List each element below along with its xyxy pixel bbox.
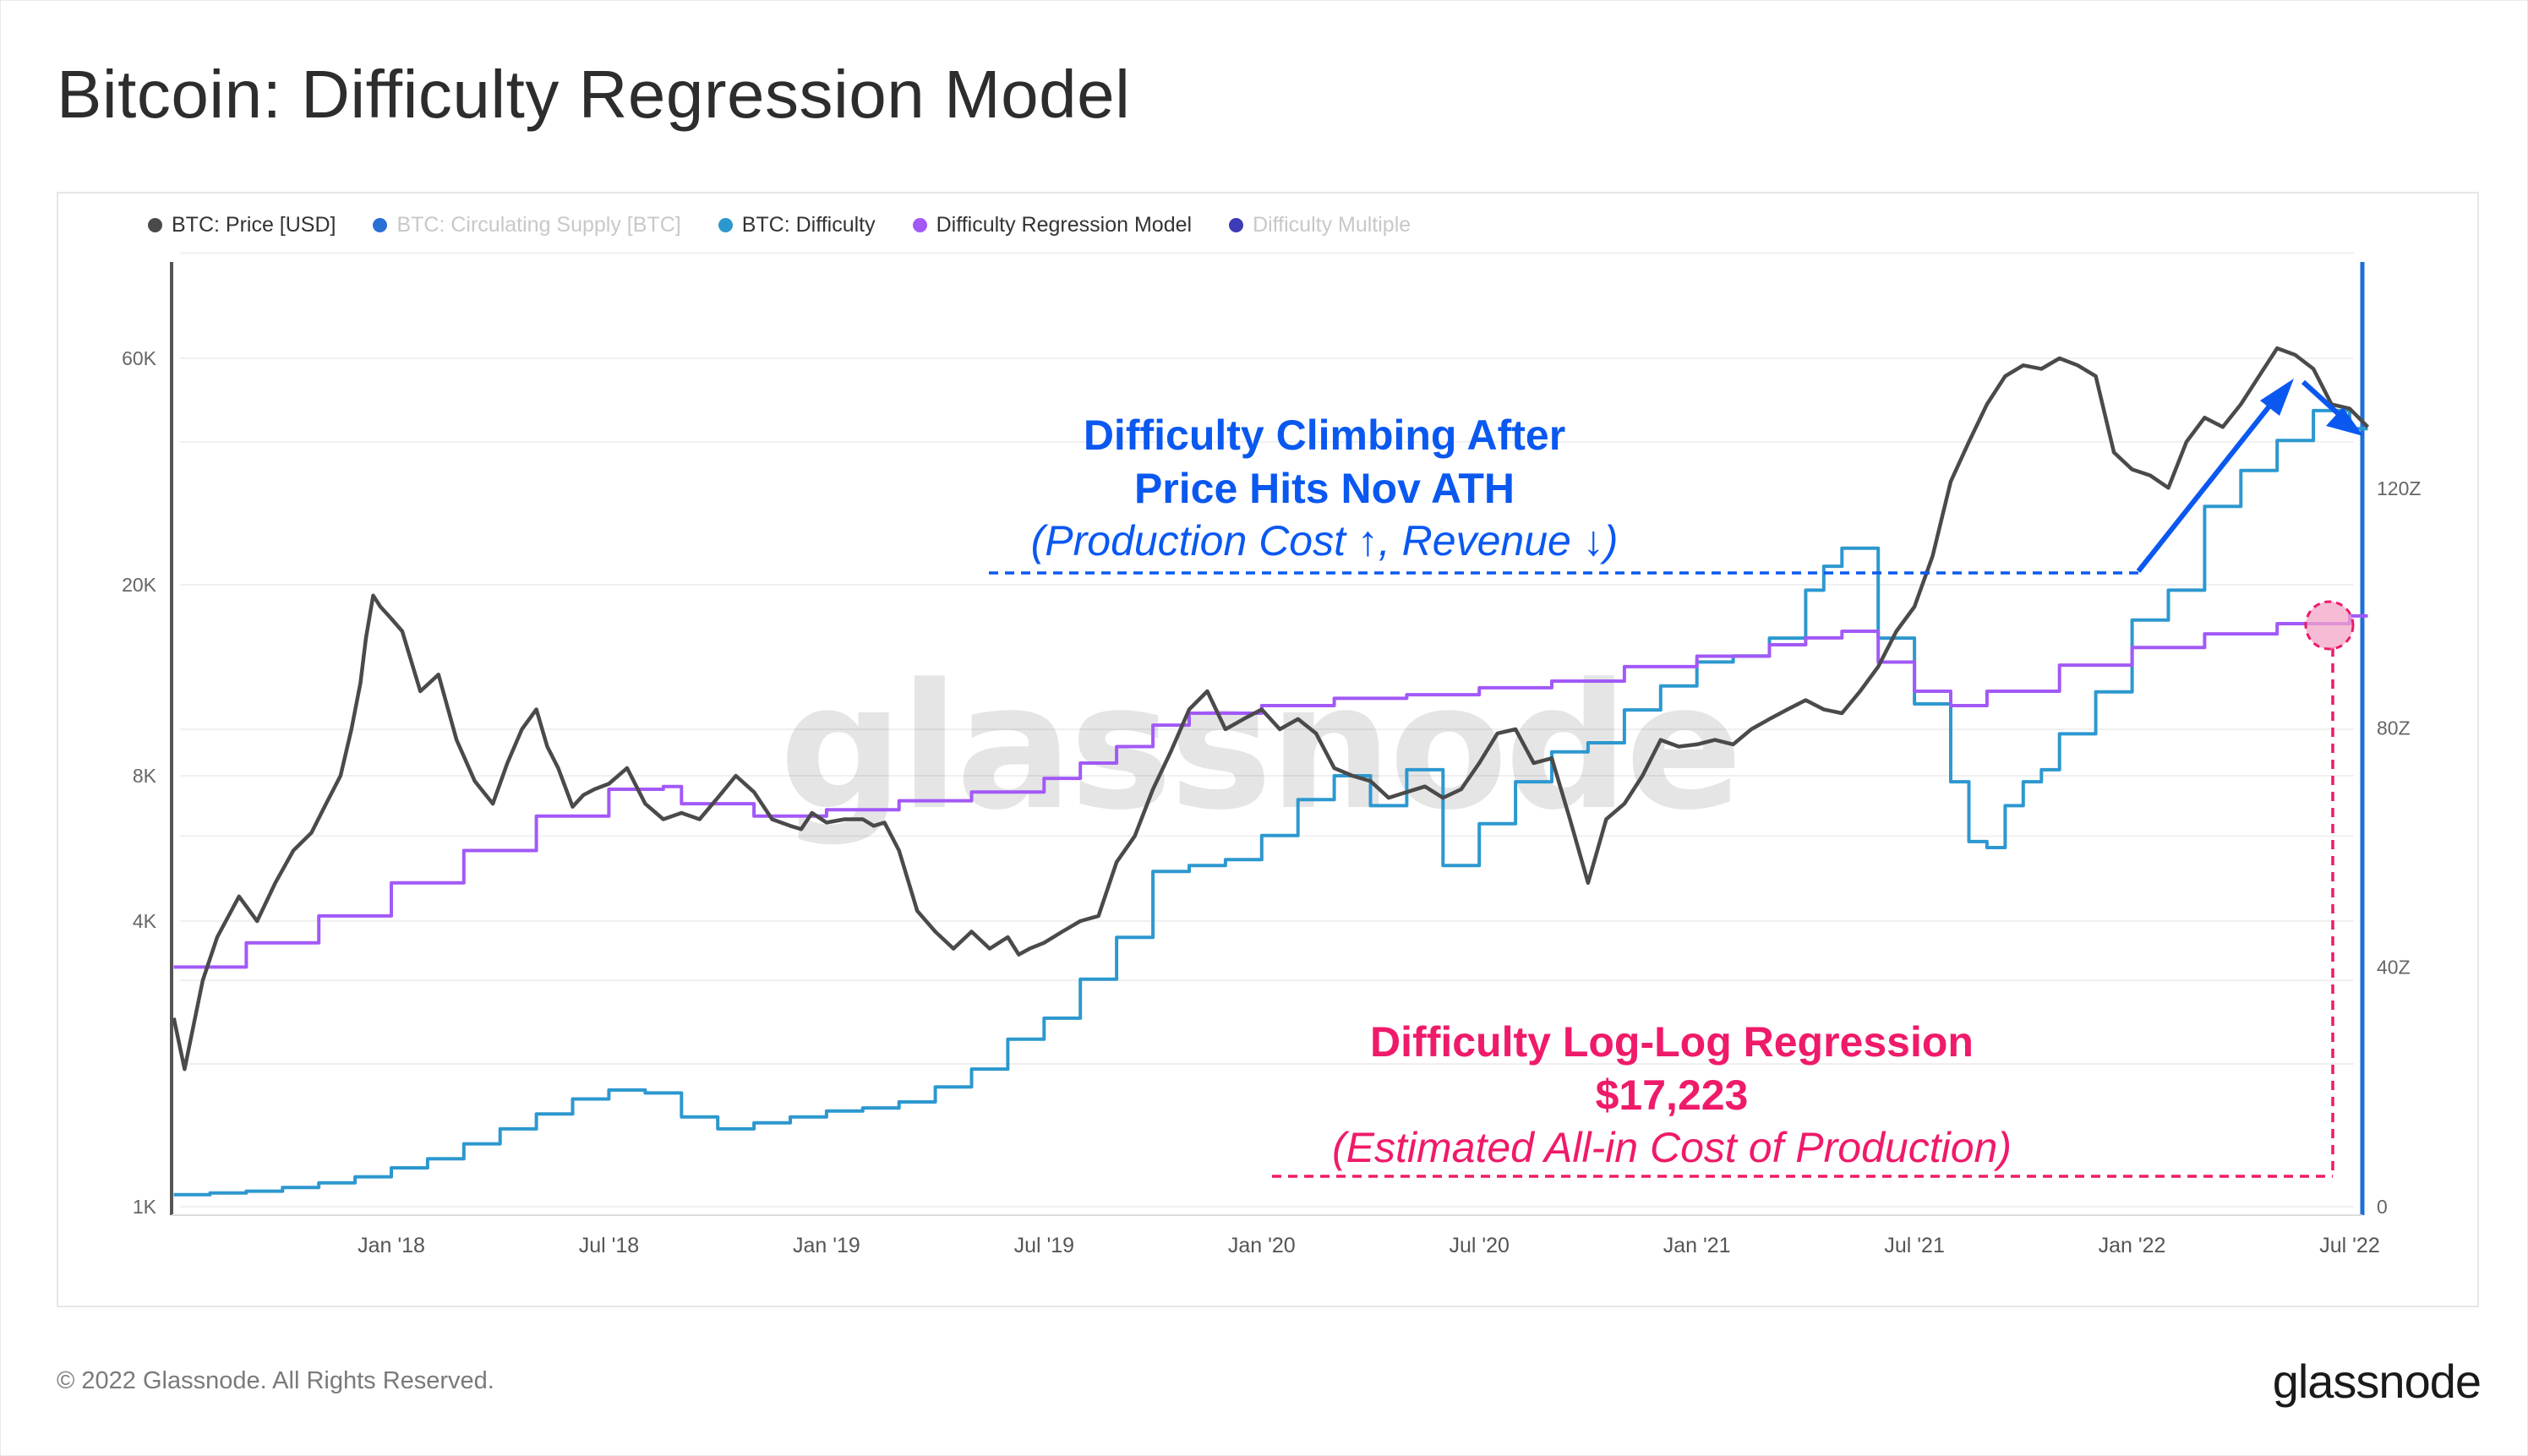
x-tick-label: Jan '19: [793, 1234, 860, 1257]
glassnode-logo[interactable]: glassnode: [2272, 1355, 2482, 1408]
red-annotation-title-1: Difficulty Log-Log Regression: [1370, 1018, 1974, 1066]
blue-annotation-subtitle: (Production Cost ↑, Revenue ↓): [1031, 517, 1619, 564]
watermark: glassnode: [779, 647, 1739, 848]
legend-label: BTC: Price [USD]: [172, 213, 336, 237]
legend-item-difficulty[interactable]: BTC: Difficulty: [718, 213, 876, 237]
legend-item-regression[interactable]: Difficulty Regression Model: [912, 213, 1193, 237]
price-series-line: [172, 346, 2370, 1072]
legend-item-multiple[interactable]: Difficulty Multiple: [1229, 213, 1411, 237]
x-tick-label: Jan '20: [1228, 1234, 1296, 1257]
blue-up-arrowhead-icon: [2260, 379, 2294, 416]
legend-label: BTC: Difficulty: [741, 213, 876, 237]
right-axis-labels: 0 40Z 80Z 120Z: [2377, 477, 2421, 1218]
x-tick-label: Jul '22: [2319, 1234, 2379, 1257]
blue-annotation-title-2: Price Hits Nov ATH: [1134, 465, 1515, 512]
legend-label: Difficulty Multiple: [1253, 213, 1411, 237]
x-tick-label: Jan '21: [1663, 1234, 1731, 1257]
legend-regression-dot-icon: [912, 218, 927, 232]
legend-item-price[interactable]: BTC: Price [USD]: [148, 213, 336, 237]
x-tick-label: Jul '18: [579, 1234, 639, 1257]
x-tick-label: Jul '21: [1884, 1234, 1944, 1257]
regression-series-line: [173, 613, 2368, 969]
x-tick-label: Jan '22: [2099, 1234, 2166, 1257]
copyright-footer: © 2022 Glassnode. All Rights Reserved.: [57, 1367, 494, 1394]
legend-multiple-dot-icon: [1229, 218, 1244, 232]
y-left-tick-label: 1K: [133, 1196, 157, 1218]
chart-frame: [57, 192, 2479, 1307]
y-right-tick-label: 80Z: [2377, 717, 2411, 739]
x-tick-label: Jan '18: [358, 1234, 425, 1257]
y-left-tick-label: 4K: [133, 910, 157, 932]
legend-item-supply[interactable]: BTC: Circulating Supply [BTC]: [373, 213, 681, 237]
red-annotation-value: $17,223: [1596, 1072, 1749, 1119]
red-annotation-subtitle: (Estimated All-in Cost of Production): [1332, 1124, 2012, 1171]
y-left-tick-label: 20K: [122, 574, 157, 596]
y-left-tick-label: 60K: [122, 347, 157, 369]
y-right-tick-label: 0: [2377, 1196, 2388, 1218]
y-left-tick-label: 8K: [133, 765, 157, 787]
x-tick-label: Jul '19: [1014, 1234, 1074, 1257]
blue-down-arrowhead-icon: [2326, 407, 2363, 436]
legend-difficulty-dot-icon: [718, 218, 733, 232]
left-axis-labels: 1K 4K 8K 20K 60K: [122, 347, 157, 1218]
red-highlight-circle: [2304, 600, 2355, 651]
y-right-tick-label: 40Z: [2377, 957, 2411, 979]
legend-supply-dot-icon: [373, 218, 388, 232]
legend-label: Difficulty Regression Model: [936, 213, 1193, 237]
chart-legend: BTC: Price [USD] BTC: Circulating Supply…: [148, 213, 1411, 237]
page-title: Bitcoin: Difficulty Regression Model: [57, 57, 1131, 132]
y-right-tick-label: 120Z: [2377, 477, 2421, 499]
legend-label: BTC: Circulating Supply [BTC]: [396, 213, 681, 237]
x-tick-label: Jul '20: [1449, 1234, 1509, 1257]
blue-annotation-title-1: Difficulty Climbing After: [1084, 412, 1565, 459]
blue-up-arrow-icon: [2136, 394, 2280, 573]
legend-price-dot-icon: [148, 218, 162, 232]
x-axis-labels: Jan '18 Jul '18 Jan '19 Jul '19 Jan '20 Jul '…: [358, 1234, 2380, 1257]
